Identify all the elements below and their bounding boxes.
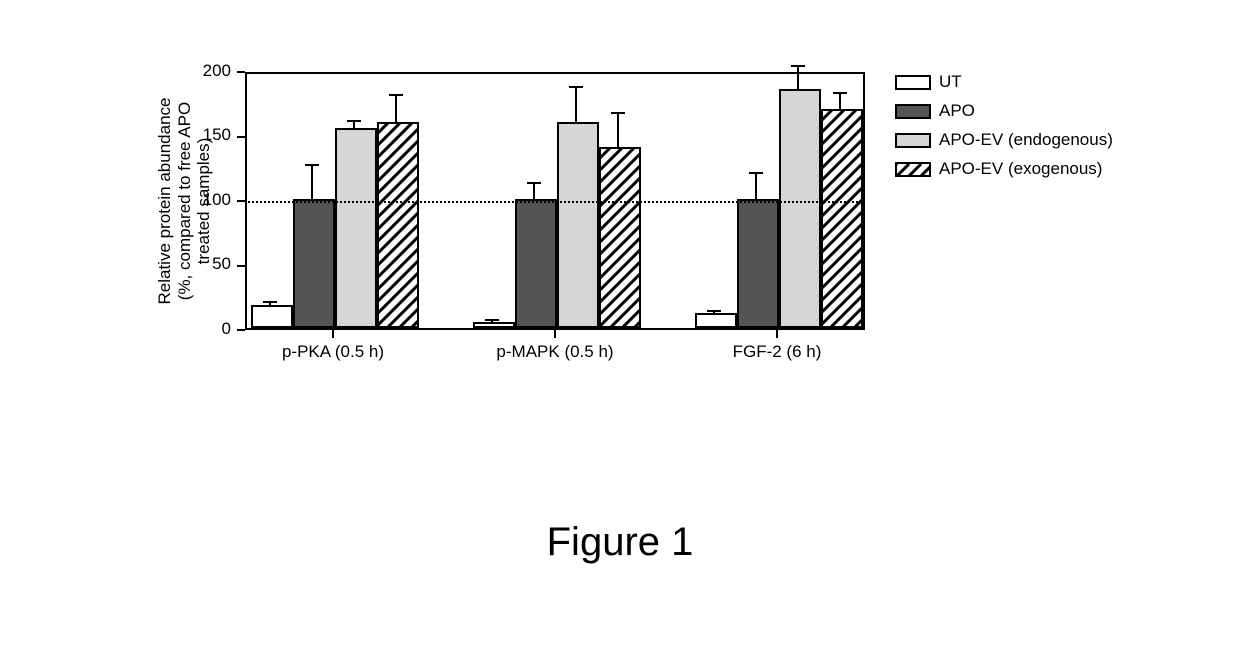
- bar: [695, 313, 737, 328]
- error-bar-cap: [389, 94, 403, 96]
- error-bar-cap: [347, 120, 361, 122]
- bar: [737, 199, 779, 328]
- bar: [821, 109, 863, 328]
- error-bar: [797, 66, 799, 92]
- bar: [293, 199, 335, 328]
- error-bar: [839, 93, 841, 111]
- error-bar-cap: [527, 182, 541, 184]
- legend-label: APO-EV (exogenous): [939, 159, 1102, 179]
- error-bar-cap: [485, 319, 499, 321]
- error-bar: [755, 173, 757, 201]
- legend-label: APO: [939, 101, 975, 121]
- bar: [335, 128, 377, 328]
- error-bar: [395, 95, 397, 123]
- x-tick: [332, 330, 334, 338]
- y-tick: [237, 265, 245, 267]
- y-tick: [237, 200, 245, 202]
- bar: [377, 122, 419, 328]
- error-bar: [533, 183, 535, 201]
- x-tick-label: FGF-2 (6 h): [677, 342, 877, 362]
- legend-swatch: [895, 75, 931, 90]
- legend-label: UT: [939, 72, 962, 92]
- error-bar: [353, 121, 355, 130]
- error-bar-cap: [707, 310, 721, 312]
- legend: UT APO APO-EV (endogenous) APO-EV (exogenou…: [895, 72, 1113, 188]
- bar: [557, 122, 599, 328]
- y-tick: [237, 136, 245, 138]
- bar: [473, 322, 515, 328]
- error-bar: [311, 165, 313, 201]
- x-tick: [776, 330, 778, 338]
- reference-line: [245, 201, 865, 203]
- y-tick: [237, 71, 245, 73]
- legend-item: APO: [895, 101, 1113, 121]
- legend-item: APO-EV (exogenous): [895, 159, 1113, 179]
- legend-swatch: [895, 162, 931, 177]
- legend-label: APO-EV (endogenous): [939, 130, 1113, 150]
- error-bar-cap: [569, 86, 583, 88]
- error-bar: [617, 113, 619, 149]
- legend-item: UT: [895, 72, 1113, 92]
- y-axis-title: Relative protein abundance(%, compared t…: [155, 72, 214, 330]
- y-tick: [237, 329, 245, 331]
- x-tick-label: p-MAPK (0.5 h): [455, 342, 655, 362]
- error-bar-cap: [611, 112, 625, 114]
- error-bar-cap: [791, 65, 805, 67]
- legend-swatch: [895, 133, 931, 148]
- error-bar-cap: [263, 301, 277, 303]
- x-tick: [554, 330, 556, 338]
- error-bar-cap: [749, 172, 763, 174]
- error-bar-cap: [305, 164, 319, 166]
- bar: [599, 147, 641, 328]
- bar: [779, 89, 821, 328]
- bar: [251, 305, 293, 328]
- x-tick-label: p-PKA (0.5 h): [233, 342, 433, 362]
- figure-caption: Figure 1: [0, 520, 1240, 565]
- legend-item: APO-EV (endogenous): [895, 130, 1113, 150]
- error-bar-cap: [833, 92, 847, 94]
- error-bar: [575, 87, 577, 123]
- bar: [515, 199, 557, 328]
- legend-swatch: [895, 104, 931, 119]
